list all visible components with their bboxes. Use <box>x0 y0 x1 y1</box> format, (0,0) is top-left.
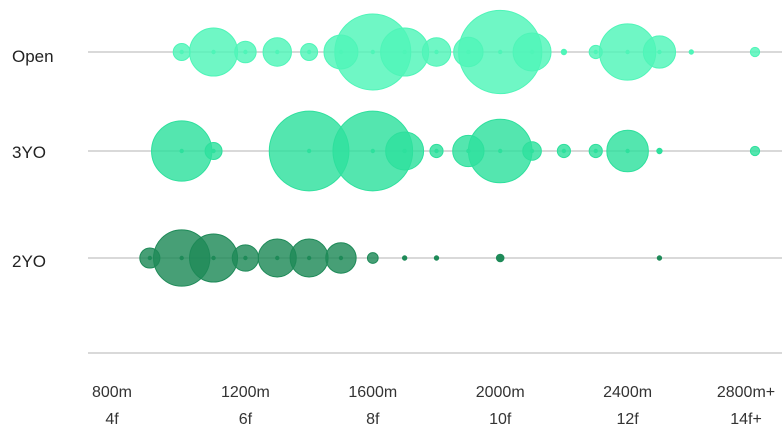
x-tick-label: 1200m <box>221 384 270 401</box>
bubble-center-open-2100 <box>529 49 535 55</box>
row-label-2yo: 2YO <box>12 252 46 271</box>
x-tick-labels: 800m 4f 1200m 6f 1600m 8f 2000m 10f 2400m 12f 2800… <box>92 384 775 426</box>
bubble-2yo-1600[interactable] <box>366 252 379 264</box>
x-tick-label: 800m <box>92 384 132 401</box>
bubble-center-2yo-1000 <box>179 255 184 261</box>
bubble-center-3yo-2100 <box>529 148 535 154</box>
bubble-center-open-1200 <box>243 49 248 55</box>
bubble-center-3yo-2400 <box>625 148 630 154</box>
bubble-series-3yo <box>151 110 761 192</box>
bubble-open-2600[interactable] <box>688 49 694 55</box>
x-tick-label: 14f+ <box>730 411 762 426</box>
bubble-center-3yo-1600 <box>370 148 375 154</box>
bubble-center-3yo-2300 <box>593 148 598 154</box>
bubble-center-3yo-1700 <box>402 148 407 154</box>
bubble-3yo-2800[interactable] <box>749 145 761 157</box>
bubble-open-2200[interactable] <box>560 48 568 56</box>
bubble-center-3yo-1800 <box>434 148 439 154</box>
bubble-center-3yo-1900 <box>466 148 471 154</box>
x-tick-label: 4f <box>105 411 119 426</box>
bubble-center-2yo-1500 <box>338 255 344 261</box>
bubble-open-2800[interactable] <box>749 46 761 58</box>
bubble-center-open-1400 <box>306 49 312 55</box>
bubble-center-3yo-1400 <box>306 148 312 154</box>
bubble-series-2yo <box>139 229 663 287</box>
bubble-layer <box>139 9 761 287</box>
bubble-center-open-1800 <box>434 49 439 55</box>
bubble-2yo-1800[interactable] <box>433 255 440 261</box>
bubble-center-open-2000 <box>498 49 503 55</box>
x-tick-label: 12f <box>616 411 639 426</box>
bubble-center-3yo-2200 <box>561 148 567 154</box>
bubble-center-3yo-2000 <box>498 148 503 154</box>
bubble-center-2yo-900 <box>147 255 153 261</box>
x-tick-label: 8f <box>366 411 380 426</box>
bubble-center-open-2400 <box>625 49 630 55</box>
row-label-3yo: 3YO <box>12 143 46 162</box>
bubble-center-2yo-1400 <box>306 255 312 261</box>
x-tick-label: 6f <box>239 411 253 426</box>
bubble-center-open-1600 <box>370 49 375 55</box>
bubble-3yo-2500[interactable] <box>656 147 663 155</box>
row-label-open: Open <box>12 47 54 66</box>
bubble-center-open-1700 <box>402 49 407 55</box>
bubble-center-open-1900 <box>466 49 471 55</box>
bubble-center-open-2500 <box>657 49 662 55</box>
bubble-center-open-1100 <box>211 49 216 55</box>
bubble-2yo-2000[interactable] <box>495 253 505 263</box>
x-tick-label: 2000m <box>476 384 525 401</box>
bubble-center-2yo-1100 <box>211 255 216 261</box>
bubble-center-open-1000 <box>179 49 184 55</box>
row-labels: Open 3YO 2YO <box>12 47 54 271</box>
bubble-center-open-2300 <box>593 49 598 55</box>
bubble-center-open-1500 <box>338 49 344 55</box>
bubble-center-3yo-1000 <box>179 148 184 154</box>
bubble-center-open-1300 <box>275 49 280 55</box>
bubble-series-open <box>172 9 761 95</box>
bubble-center-2yo-1300 <box>275 255 280 261</box>
bubble-center-2yo-1200 <box>243 255 248 261</box>
x-tick-label: 2800m+ <box>717 384 775 401</box>
x-tick-label: 2400m <box>603 384 652 401</box>
bubble-2yo-2500[interactable] <box>656 255 663 261</box>
x-tick-label: 10f <box>489 411 512 426</box>
x-tick-label: 1600m <box>348 384 397 401</box>
bubble-2yo-1700[interactable] <box>401 255 408 261</box>
bubble-center-3yo-1100 <box>211 148 216 154</box>
